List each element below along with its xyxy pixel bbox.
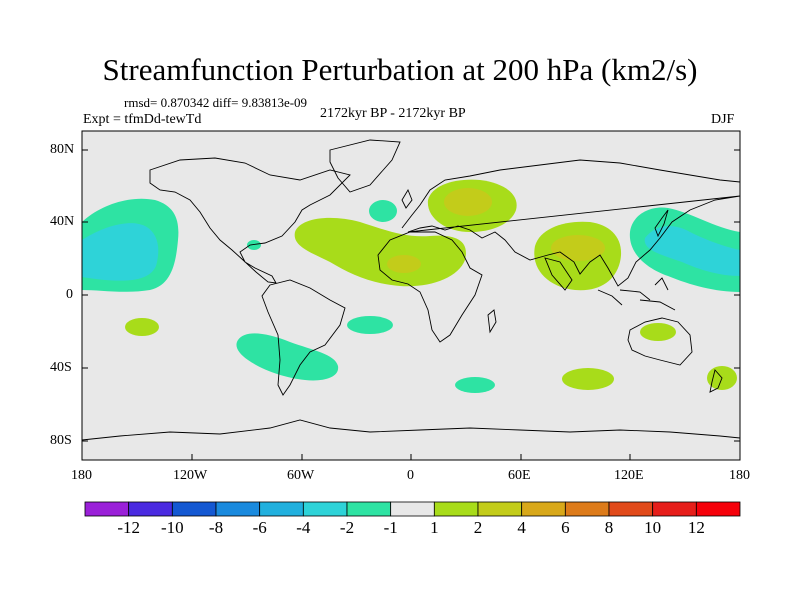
east-asia-pacific-core (644, 226, 740, 276)
lon-tick-120e: 120E (614, 468, 644, 483)
europe-core (444, 188, 492, 216)
axis-ticks (82, 149, 740, 460)
south-america-anomaly (236, 333, 339, 381)
experiment-label: Expt = tfmDd-tewTd (83, 112, 202, 127)
lon-tick-120w: 120W (173, 468, 208, 483)
colorbar-swatch (477, 501, 523, 517)
stats-label: rmsd= 0.870342 diff= 9.83813e-09 (124, 95, 308, 110)
colorbar-swatch (171, 501, 217, 517)
lat-tick-0: 0 (66, 287, 73, 302)
africa-core (387, 255, 421, 273)
south-atlantic-anomaly (347, 316, 393, 334)
colorbar-swatch (521, 501, 566, 517)
anomaly-fields (82, 179, 740, 393)
antarctica-coast (82, 419, 740, 441)
colorbar-label: 8 (604, 518, 614, 537)
period-label: 2172kyr BP - 2172kyr BP (320, 106, 466, 121)
colorbar-swatch (346, 501, 392, 517)
caribbean-anomaly (247, 240, 261, 250)
lat-tick-80n: 80N (50, 142, 75, 157)
colorbar-swatch (259, 501, 304, 517)
north-atlantic-anomaly (369, 200, 397, 222)
map-background (82, 131, 740, 460)
colorbar-swatch (564, 501, 610, 517)
south-america-coast (261, 279, 346, 396)
lon-tick-180w: 180 (71, 468, 92, 483)
greenland-coast (329, 139, 401, 193)
africa-coast (377, 231, 483, 343)
new-zealand-coast (709, 369, 723, 393)
colorbar-label: 4 (517, 518, 526, 537)
colorbar-label: 10 (644, 518, 662, 537)
coastlines (82, 139, 740, 441)
eurasia-coast (401, 159, 740, 287)
north-america-coast (149, 157, 351, 284)
madagascar-coast (487, 309, 497, 334)
colorbar-label: 1 (430, 518, 439, 537)
colorbar-swatch (433, 501, 479, 517)
colorbar-label: 6 (561, 518, 570, 537)
lon-tick-180e: 180 (729, 468, 750, 483)
colorbar-swatch (695, 501, 741, 517)
colorbar-swatch (302, 501, 348, 517)
colorbar-label: -2 (339, 518, 355, 537)
lon-tick-0: 0 (407, 468, 414, 483)
colorbar-label: -6 (252, 518, 267, 537)
colorbar-label: 2 (473, 518, 483, 537)
uk-coast (401, 188, 413, 209)
south-pacific-anomaly (125, 318, 159, 336)
lat-tick-40s: 40S (50, 360, 72, 375)
lat-tick-40n: 40N (50, 214, 75, 229)
north-pacific-core-anomaly (82, 223, 159, 281)
colorbar-swatch (390, 501, 435, 517)
colorbar-label: -1 (383, 518, 398, 537)
colorbar-label: -12 (117, 518, 140, 537)
colorbar-label: -10 (160, 518, 184, 537)
colorbar-swatch (128, 501, 173, 517)
lon-tick-60w: 60W (287, 468, 315, 483)
south-asia-core (551, 235, 605, 261)
colorbar-swatch (215, 501, 261, 517)
japan-coast (654, 209, 669, 238)
colorbar-swatch (84, 501, 130, 517)
season-label: DJF (711, 112, 735, 127)
colorbar-label: 12 (687, 518, 705, 537)
indian-ocean-south-anomaly (455, 377, 495, 393)
colorbar-label: -8 (208, 518, 224, 537)
india-coast (544, 257, 573, 291)
colorbar-label: -4 (296, 518, 311, 537)
chart-title: Streamfunction Perturbation at 200 hPa (… (102, 52, 698, 87)
lon-tick-60e: 60E (508, 468, 531, 483)
australia-coast (627, 317, 693, 366)
southern-ocean-anomaly (562, 368, 614, 390)
australia-anomaly (640, 323, 676, 341)
maritime-continent-coast (597, 277, 676, 311)
colorbar (84, 501, 741, 517)
colorbar-swatch (652, 501, 697, 517)
lat-tick-80s: 80S (50, 433, 72, 448)
colorbar-swatch (608, 501, 654, 517)
